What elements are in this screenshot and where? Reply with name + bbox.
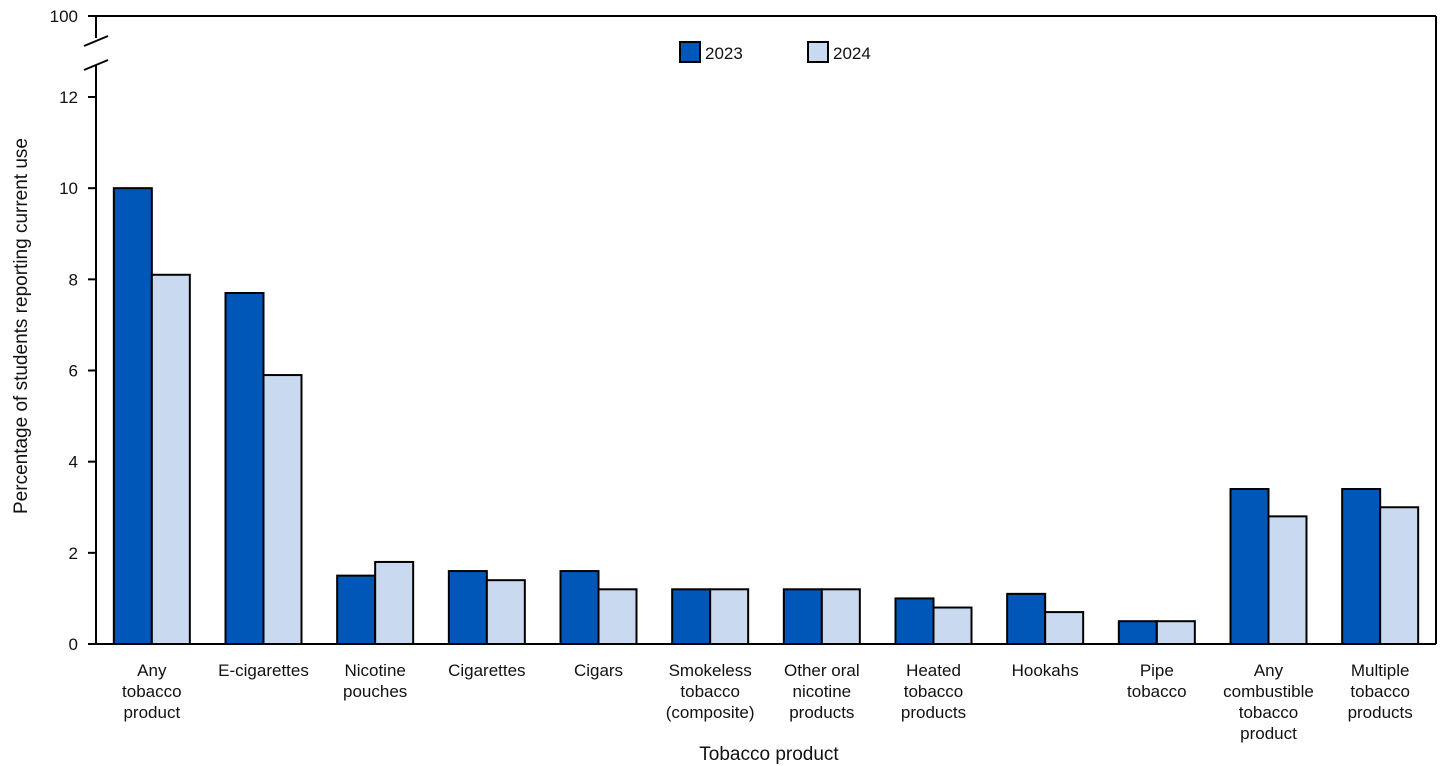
legend-swatch-2024 [807,41,829,63]
x-tick-label: tobacco [904,682,964,701]
bar-2024 [262,374,303,645]
x-axis-title: Tobacco product [699,744,839,765]
y-tick-label: 4 [69,453,78,472]
x-tick-label: products [789,703,854,722]
bar-2024 [820,588,861,645]
legend: 2023 2024 [679,41,871,63]
x-tick-label: tobacco [1127,682,1187,701]
y-tick-label: 10 [59,179,78,198]
x-tick-label: Hookahs [1012,661,1079,680]
bar-2023 [224,292,265,645]
axes [83,15,1437,645]
x-tick-label: nicotine [793,682,852,701]
bar-2023 [1341,488,1382,645]
y-axis-title: Percentage of students reporting current… [11,138,32,514]
axis-break-mark-lower [83,59,109,71]
axis-break-mark-upper [83,35,109,47]
x-tick-label: tobacco [122,682,182,701]
x-tick-label: Nicotine [344,661,405,680]
x-tick-label: tobacco [1239,703,1299,722]
x-tick-label: Smokeless [669,661,752,680]
bar-2024 [1155,620,1196,645]
y-axis-ticks: 0 2 4 6 8 10 12 100 [50,7,96,654]
y-tick-label-break-top: 100 [50,7,78,26]
x-tick-label: pouches [343,682,407,701]
x-tick-label: (composite) [666,703,755,722]
x-tick-label: Cigarettes [448,661,525,680]
x-tick-label: Any [137,661,167,680]
legend-label-2023: 2023 [705,44,743,63]
bar-2024 [150,273,191,645]
x-tick-label: products [901,703,966,722]
x-tick-label: product [1240,724,1297,743]
x-tick-label: Other oral [784,661,860,680]
x-tick-label: product [123,703,180,722]
x-tick-label: Any [1254,661,1284,680]
bar-2024 [1267,515,1308,645]
x-axis-labels: Any tobacco product E-cigarettes Nicotine pou… [122,661,1413,743]
bar-2023 [1117,620,1158,645]
x-tick-label: products [1348,703,1413,722]
x-tick-label: Pipe [1140,661,1174,680]
x-tick-label: E-cigarettes [218,661,309,680]
bar-2024 [485,579,526,646]
bar-2023 [671,588,712,645]
y-tick-label: 6 [69,362,78,381]
bar-2023 [1006,592,1047,646]
x-tick-label: Multiple [1351,661,1410,680]
bar-2023 [112,187,153,646]
bar-2024 [709,588,750,645]
legend-swatch-2023 [679,41,701,63]
bar-2023 [559,570,600,645]
y-tick-label: 2 [69,544,78,563]
y-tick-label: 0 [69,635,78,654]
bar-2023 [894,597,935,646]
bar-2024 [597,588,638,645]
bar-2023 [336,574,377,645]
x-tick-label: Heated [906,661,961,680]
x-tick-label: combustible [1223,682,1314,701]
y-tick-label: 12 [59,88,78,107]
bar-2024 [1379,506,1420,645]
bar-2024 [374,560,415,646]
bar-2024 [932,606,973,645]
x-tick-label: Cigars [574,661,623,680]
bars [112,187,1420,646]
bar-2023 [782,588,823,645]
y-tick-label: 8 [69,270,78,289]
x-tick-label: tobacco [680,682,740,701]
legend-label-2024: 2024 [833,44,871,63]
bar-2023 [1229,488,1270,645]
bar-2024 [1044,611,1085,646]
bar-2023 [447,570,488,645]
x-tick-label: tobacco [1350,682,1410,701]
